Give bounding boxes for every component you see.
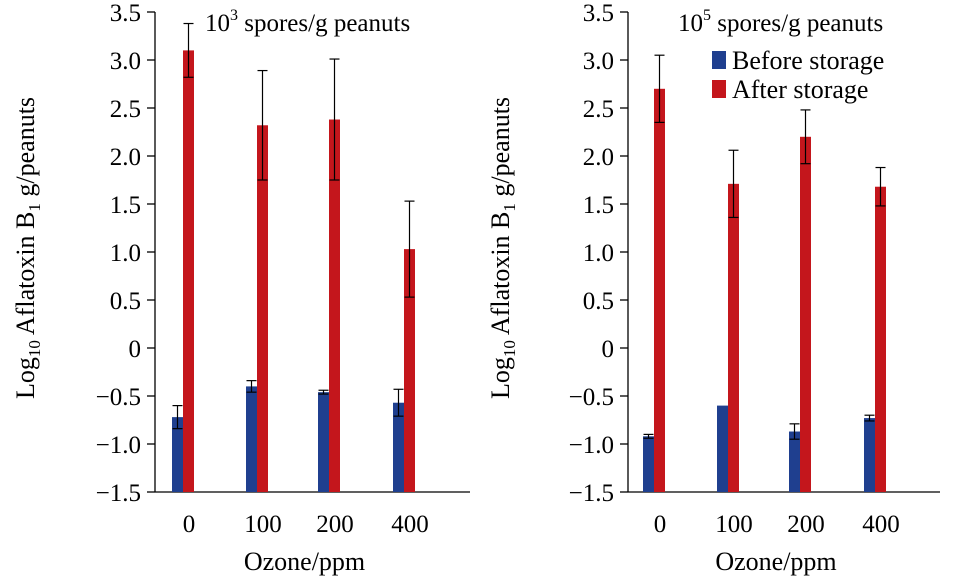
x-tick-label: 400: [391, 511, 429, 538]
y-axis-label-part: Aflatoxin B: [486, 212, 515, 341]
x-tick-label: 0: [654, 511, 667, 538]
y-tick-label: 3.5: [110, 0, 141, 27]
bar-before-storage: [393, 402, 404, 492]
y-tick-label: 2.5: [110, 96, 141, 123]
y-tick-label: 1.5: [583, 192, 614, 219]
chart-title-part: spores/g peanuts: [711, 10, 883, 37]
y-tick-label: 1.0: [110, 240, 141, 267]
bar-before-storage: [643, 436, 654, 492]
x-axis-label: Ozone/ppm: [244, 547, 365, 576]
y-tick-label: 1.5: [110, 192, 141, 219]
x-tick-label: 200: [787, 511, 825, 538]
y-tick-label: 3.5: [583, 0, 614, 27]
y-tick-label: −1.5: [96, 480, 141, 507]
x-tick-label: 100: [715, 511, 753, 538]
chart-title-part: 10: [205, 10, 230, 37]
bar-after-storage: [654, 88, 665, 493]
y-axis-label-subscript: 1: [25, 203, 44, 212]
chart-title-part: 10: [678, 10, 703, 37]
bar-before-storage: [318, 392, 329, 492]
x-tick-label: 400: [862, 511, 900, 538]
bar-after-storage: [728, 183, 739, 492]
chart-title-superscript: 3: [230, 7, 238, 24]
bar-after-storage: [875, 186, 886, 492]
chart-panel-1: −1.5 −1.0 −0.5 0 0.5 1.0 1.5 2.0 2.5 3.0 3.5 0 100 20…: [11, 0, 470, 576]
legend-swatch-before: [712, 51, 726, 69]
y-tick-label: 0.5: [583, 288, 614, 315]
y-axis-label-subscript: 1: [500, 203, 519, 212]
y-axis-label-part: Aflatoxin B: [11, 212, 40, 341]
y-tick-label: −0.5: [96, 384, 141, 411]
y-tick-label: 3.0: [110, 48, 141, 75]
chart-title: 103 spores/g peanuts: [205, 7, 410, 37]
y-tick-label: 2.0: [110, 144, 141, 171]
y-axis-label-part: Log: [11, 357, 40, 399]
x-axis-label: Ozone/ppm: [715, 547, 836, 576]
chart-panel-2: −1.5 −1.0 −0.5 0 0.5 1.0 1.5 2.0 2.5 3.0 3.5 0 100 20…: [486, 0, 940, 576]
y-tick-label: −1.0: [569, 432, 614, 459]
y-tick-label: −0.5: [569, 384, 614, 411]
y-tick-label: 2.0: [583, 144, 614, 171]
bar-after-storage: [257, 125, 268, 492]
y-tick-label: 0.5: [110, 288, 141, 315]
y-tick-label: 2.5: [583, 96, 614, 123]
bar-after-storage: [183, 50, 194, 493]
x-tick-label: 100: [244, 511, 282, 538]
legend-label: Before storage: [732, 46, 884, 75]
y-axis-label-subscript: 10: [500, 340, 519, 357]
bar-after-storage: [800, 136, 811, 493]
y-tick-label: 1.0: [583, 240, 614, 267]
y-tick-label: 3.0: [583, 48, 614, 75]
y-tick-label: −1.0: [96, 432, 141, 459]
bar-after-storage: [329, 119, 340, 493]
y-tick-label: −1.5: [569, 480, 614, 507]
y-tick-label: 0: [129, 336, 142, 363]
x-tick-label: 200: [316, 511, 354, 538]
y-axis-label-subscript: 10: [25, 340, 44, 357]
bar-before-storage: [717, 405, 728, 492]
bar-before-storage: [246, 386, 257, 492]
y-axis-label: Log10 Aflatoxin B1 g/peanuts: [486, 97, 519, 399]
y-axis-label-part: g/peanuts: [11, 97, 40, 203]
legend-label: After storage: [732, 75, 868, 104]
bar-before-storage: [172, 417, 183, 492]
bar-after-storage: [404, 249, 415, 492]
y-axis-label-part: g/peanuts: [486, 97, 515, 203]
y-axis-label-part: Log: [486, 357, 515, 399]
x-tick-label: 0: [183, 511, 196, 538]
y-axis-label: Log10 Aflatoxin B1 g/peanuts: [11, 97, 44, 399]
bar-before-storage: [864, 418, 875, 492]
y-tick-label: 0: [602, 336, 615, 363]
bar-before-storage: [789, 431, 800, 492]
chart-title-superscript: 5: [703, 7, 711, 24]
legend-swatch-after: [712, 80, 726, 98]
chart-title-part: spores/g peanuts: [238, 10, 410, 37]
chart-title: 105 spores/g peanuts: [678, 7, 883, 37]
